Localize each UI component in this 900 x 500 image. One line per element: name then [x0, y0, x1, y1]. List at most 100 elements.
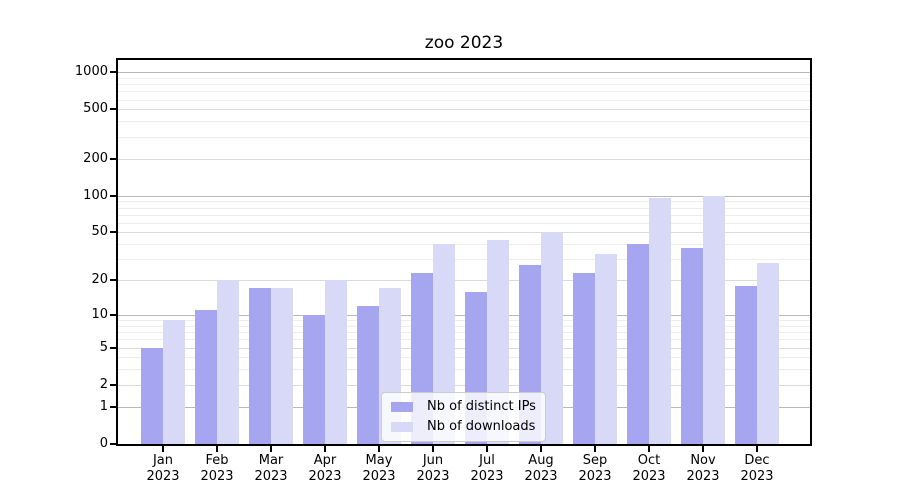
minor-gridline	[118, 91, 810, 93]
bar-nb-of-downloads-sep	[595, 254, 617, 444]
x-tick-year: 2023	[686, 469, 720, 484]
x-tick-mark	[270, 446, 272, 452]
x-tick-month: Apr	[313, 453, 337, 468]
bar-nb-of-downloads-oct	[649, 198, 671, 444]
minor-gridline	[118, 259, 810, 261]
x-tick-year: 2023	[524, 469, 558, 484]
x-tick-mark	[432, 446, 434, 452]
minor-gridline	[118, 99, 810, 101]
x-tick-year: 2023	[362, 469, 396, 484]
x-tick-year: 2023	[254, 469, 288, 484]
y-tick-mark	[110, 383, 116, 386]
y-tick-label: 10	[91, 306, 108, 322]
bar-nb-of-downloads-dec	[757, 262, 779, 444]
x-tick-mark	[540, 446, 542, 452]
x-tick-month: Oct	[637, 453, 661, 468]
x-tick-mark	[378, 446, 380, 452]
x-tick-mark	[324, 446, 326, 452]
y-tick-mark	[110, 108, 116, 111]
x-tick-month: Jul	[479, 453, 495, 468]
x-tick-label-dec: Dec 2023	[725, 453, 789, 485]
y-tick-mark	[110, 313, 116, 316]
minor-gridline	[118, 136, 810, 138]
left-spine	[116, 58, 118, 446]
x-tick-label-jul: Jul 2023	[455, 453, 519, 485]
y-tick-label: 100	[83, 187, 108, 203]
x-tick-year: 2023	[632, 469, 666, 484]
major-gridline	[118, 347, 810, 349]
x-tick-month: Jan	[152, 453, 174, 468]
bar-nb-of-distinct-ips-sep	[573, 272, 595, 444]
y-tick-mark	[110, 443, 116, 445]
right-spine	[810, 58, 812, 446]
major-gridline	[118, 158, 810, 160]
legend-swatch-downloads	[391, 421, 413, 432]
bar-nb-of-downloads-jan	[163, 320, 185, 444]
x-tick-label-apr: Apr 2023	[293, 453, 357, 485]
y-tick-label: 0	[99, 436, 108, 451]
y-tick-mark	[110, 405, 116, 408]
legend-item-downloads: Nb of downloads	[391, 418, 536, 435]
major-gridline	[118, 280, 810, 282]
x-tick-label-mar: Mar 2023	[239, 453, 303, 485]
minor-gridline	[118, 357, 810, 359]
x-tick-month: May	[365, 453, 393, 468]
x-tick-year: 2023	[416, 469, 450, 484]
legend-swatch-distinct-ips	[391, 401, 413, 412]
x-tick-year: 2023	[470, 469, 504, 484]
y-tick-label: 200	[83, 150, 108, 166]
x-tick-mark	[648, 446, 650, 452]
y-tick-mark	[110, 231, 116, 234]
x-tick-label-sep: Sep 2023	[563, 453, 627, 485]
minor-gridline	[118, 339, 810, 341]
x-tick-label-jan: Jan 2023	[131, 453, 195, 485]
minor-gridline	[118, 84, 810, 86]
bar-nb-of-downloads-nov	[703, 195, 725, 444]
bar-nb-of-distinct-ips-may	[357, 305, 379, 444]
y-tick-mark	[110, 279, 116, 282]
x-tick-year: 2023	[740, 469, 774, 484]
major-gridline	[118, 109, 810, 111]
minor-gridline	[118, 222, 810, 224]
plot-area	[118, 60, 810, 444]
x-tick-label-jun: Jun 2023	[401, 453, 465, 485]
major-gridline	[118, 314, 810, 316]
x-tick-mark	[702, 446, 704, 452]
x-tick-month: Jun	[422, 453, 444, 468]
y-tick-label: 5	[99, 339, 108, 355]
x-tick-year: 2023	[146, 469, 180, 484]
x-tick-label-nov: Nov 2023	[671, 453, 735, 485]
minor-gridline	[118, 320, 810, 322]
x-tick-year: 2023	[308, 469, 342, 484]
minor-gridline	[118, 77, 810, 79]
minor-gridline	[118, 369, 810, 371]
bar-nb-of-distinct-ips-oct	[627, 244, 649, 444]
x-tick-year: 2023	[200, 469, 234, 484]
y-tick-mark	[110, 194, 116, 197]
bar-nb-of-distinct-ips-feb	[195, 310, 217, 444]
major-gridline	[118, 195, 810, 197]
x-tick-mark	[162, 446, 164, 452]
major-gridline	[118, 72, 810, 74]
bar-nb-of-distinct-ips-dec	[735, 285, 757, 444]
major-gridline	[118, 384, 810, 386]
x-tick-month: Nov	[690, 453, 716, 468]
y-tick-label: 2	[99, 376, 108, 392]
minor-gridline	[118, 214, 810, 216]
legend: Nb of distinct IPs Nb of downloads	[381, 392, 546, 442]
x-tick-month: Aug	[528, 453, 554, 468]
bar-nb-of-distinct-ips-mar	[249, 288, 271, 444]
minor-gridline	[118, 201, 810, 203]
y-tick-label: 20	[91, 272, 108, 288]
bar-nb-of-downloads-apr	[325, 280, 347, 444]
bar-nb-of-downloads-mar	[271, 288, 293, 444]
minor-gridline	[118, 332, 810, 334]
minor-gridline	[118, 121, 810, 123]
x-tick-mark	[486, 446, 488, 452]
y-tick-label: 500	[83, 101, 108, 117]
x-tick-year: 2023	[578, 469, 612, 484]
x-tick-month: Mar	[258, 453, 284, 468]
minor-gridline	[118, 207, 810, 209]
x-tick-mark	[216, 446, 218, 452]
